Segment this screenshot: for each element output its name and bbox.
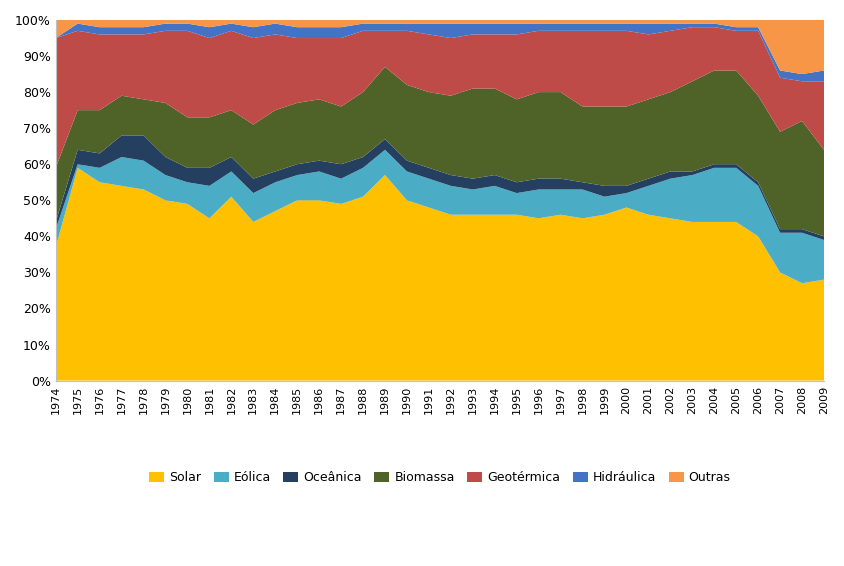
Legend: Solar, Eólica, Oceânica, Biomassa, Geotérmica, Hidráulica, Outras: Solar, Eólica, Oceânica, Biomassa, Geoté… — [144, 466, 736, 489]
